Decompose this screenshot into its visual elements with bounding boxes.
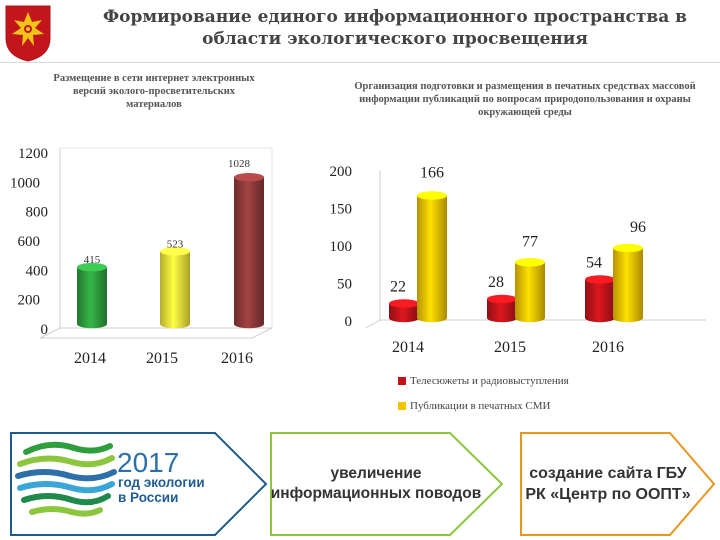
chart1-ytick-label: 0 [41,322,49,338]
chart2-ytick-label: 50 [337,277,352,293]
website-text: создание сайта ГБУ РК «Центр по ООПТ» [520,432,696,536]
chart2-ytick-label: 0 [345,314,353,330]
chart1-xtick-label: 2016 [221,350,253,367]
chart2-ytick-label: 200 [330,164,353,180]
chart2-data-label: 77 [522,233,538,250]
chart1-bar-2014 [77,262,107,329]
chart1-ytick-label: 800 [26,205,49,221]
chart1-data-label: 415 [84,254,101,266]
page-title: Формирование единого информационного про… [80,6,710,50]
chart2-bar-tv-2014 [389,299,419,323]
chart1-ytick-label: 1000 [10,175,40,191]
chart1-xtick-label: 2015 [146,350,178,367]
chart1-ytick-label: 600 [18,234,41,250]
year-number: 2017 [117,447,180,478]
chart2-xtick-label: 2016 [592,339,624,356]
header-divider [0,62,720,63]
chart2-data-label: 54 [586,255,602,272]
chart2-bar-print-2014 [417,191,447,323]
chart2-title: Организация подготовки и размещения в пе… [354,81,696,118]
legend-swatch-tv [398,377,406,385]
chart2-xtick-label: 2015 [494,339,526,356]
chart1-bar-2016 [234,173,264,329]
chart2-legend: Телесюжеты и радиовыступления Публикации… [398,374,569,424]
year-caption-line-2: в России [118,490,179,505]
year-of-ecology-box [10,432,268,536]
year-of-ecology-emblem [15,441,117,517]
chart1-bar-2015 [160,247,190,329]
chart2-bar-print-2015 [515,258,545,323]
chart1-data-label: 523 [167,238,184,250]
info-occasions-box: увеличение информационных поводов [270,432,506,536]
title-line-1: Формирование единого информационного про… [103,7,687,27]
chart1-ytick-label: 400 [26,263,49,279]
chart2-ytick-label: 150 [330,202,353,218]
chart2-xtick-label: 2014 [392,339,424,356]
legend-label-print: Публикации в печатных СМИ [410,400,551,412]
chart1-ytick-label: 1200 [18,146,48,162]
box3-label: создание сайта ГБУ РК «Центр по ООПТ» [525,465,691,503]
box3-frame [520,432,716,536]
chart1-xtick-label: 2014 [74,350,106,367]
year-caption: год экологии в России [118,475,258,505]
chart1-ytick-label: 200 [18,293,41,309]
chart1-floor [39,327,273,339]
chart2-bar-tv-2015 [487,294,517,323]
box2-frame [270,432,504,536]
title-line-2: области экологического просвещения [202,29,588,49]
chart2-bar-tv-2016 [585,275,615,323]
chart1-title: Размещение в сети интернет электронных в… [53,73,255,110]
year-caption-line-1: год экологии [118,475,205,490]
chart2-data-label: 96 [630,219,646,236]
chart2-floor-edge [365,319,381,329]
komi-coat-of-arms-logo [5,5,51,62]
info-occasions-text: увеличение информационных поводов [270,432,482,536]
chart2-bar-print-2016 [613,243,643,323]
chart2-ytick-label: 100 [330,239,353,255]
website-box: создание сайта ГБУ РК «Центр по ООПТ» [520,432,716,536]
chart2-data-label: 22 [390,279,406,296]
legend-item-print: Публикации в печатных СМИ [398,399,569,413]
chart1-data-label: 1028 [228,158,251,170]
chart2-data-label: 28 [488,274,504,291]
box1-frame [10,432,268,536]
legend-swatch-print [398,402,406,410]
legend-item-tv: Телесюжеты и радиовыступления [398,374,569,388]
box2-label: увеличение информационных поводов [270,465,482,502]
legend-label-tv: Телесюжеты и радиовыступления [410,375,569,387]
chart-print-media: 0 50 100 150 200 22 28 54 166 77 96 2014 2015 2016 [330,164,706,356]
chart2-data-label: 166 [420,165,444,182]
